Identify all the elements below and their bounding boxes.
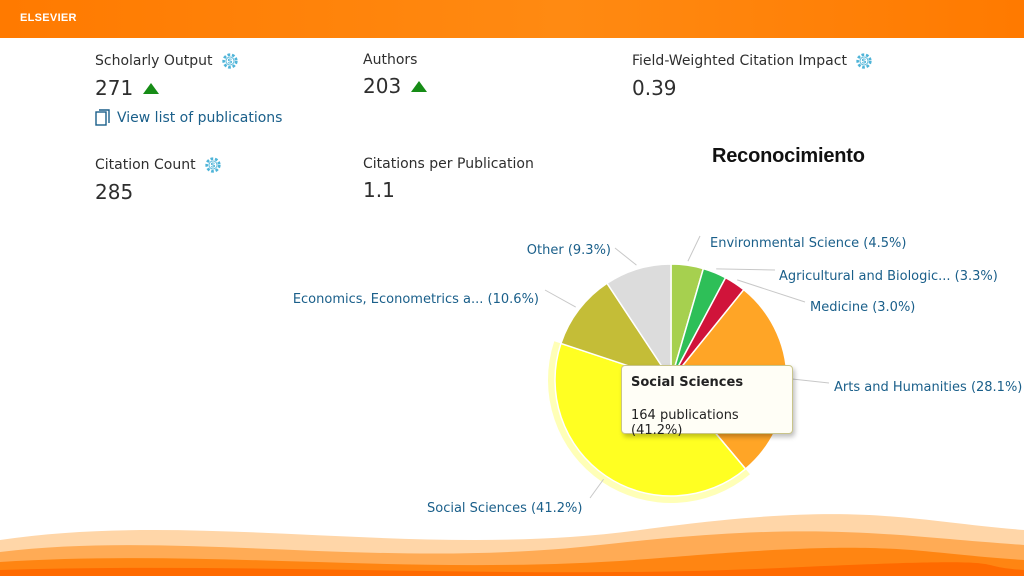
- scival-gear-icon[interactable]: S: [855, 52, 873, 70]
- metric-citation-count: Citation Count S 285: [95, 156, 222, 204]
- document-list-icon: [95, 109, 110, 126]
- metric-value: 1.1: [363, 178, 395, 202]
- slice-connector-line: [790, 378, 830, 384]
- footer-wave-decoration: [0, 514, 1024, 576]
- slice-connector-line: [737, 279, 806, 303]
- scival-gear-icon[interactable]: S: [204, 156, 222, 174]
- brand-logo: ELSEVIER: [20, 12, 77, 24]
- slice-connector-line: [716, 268, 776, 271]
- tooltip-body: 164 publications (41.2%): [631, 408, 739, 438]
- slice-connector-line: [589, 478, 604, 499]
- slice-label: Arts and Humanities (28.1%): [834, 380, 1022, 395]
- header-bar: ELSEVIER: [0, 0, 1024, 38]
- tooltip-title: Social Sciences: [631, 375, 744, 390]
- metric-authors: Authors 203: [363, 52, 428, 98]
- pie-slice[interactable]: [605, 263, 672, 383]
- metric-value: 285: [95, 180, 134, 204]
- trend-up-icon: [411, 80, 428, 92]
- metric-label: Field-Weighted Citation Impact: [632, 53, 847, 69]
- metric-scholarly-output: Scholarly Output S 271: [95, 52, 239, 100]
- metric-fwci: Field-Weighted Citation Impact S 0.39: [632, 52, 873, 100]
- slice-label: Other (9.3%): [527, 243, 611, 258]
- view-publications-link[interactable]: View list of publications: [95, 109, 282, 127]
- slice-connector-line: [544, 289, 576, 308]
- slice-label: Environmental Science (4.5%): [710, 236, 906, 251]
- metric-citations-per-publication: Citations per Publication 1.1: [363, 156, 534, 202]
- metric-value: 271: [95, 76, 134, 100]
- pie-slice[interactable]: [559, 282, 673, 382]
- metric-label: Citations per Publication: [363, 156, 534, 172]
- slice-label: Agricultural and Biologic... (3.3%): [779, 269, 998, 284]
- view-publications-label: View list of publications: [117, 110, 283, 126]
- svg-text:S: S: [227, 57, 232, 66]
- page-title: Reconocimiento: [712, 145, 865, 167]
- svg-text:S: S: [210, 161, 215, 170]
- slice-label: Economics, Econometrics a... (10.6%): [293, 292, 539, 307]
- slice-connector-line: [687, 235, 701, 262]
- svg-text:S: S: [861, 57, 866, 66]
- metric-label: Authors: [363, 52, 418, 68]
- scival-gear-icon[interactable]: S: [221, 52, 239, 70]
- slice-label: Social Sciences (41.2%): [427, 501, 582, 516]
- metric-value: 203: [363, 74, 402, 98]
- chart-tooltip: Social Sciences 164 publications (41.2%): [621, 365, 793, 438]
- metric-label: Scholarly Output: [95, 53, 213, 69]
- slice-connector-line: [614, 247, 637, 266]
- metric-value: 0.39: [632, 76, 677, 100]
- metric-label: Citation Count: [95, 157, 196, 173]
- trend-up-icon: [143, 82, 160, 94]
- slice-label: Medicine (3.0%): [810, 300, 915, 315]
